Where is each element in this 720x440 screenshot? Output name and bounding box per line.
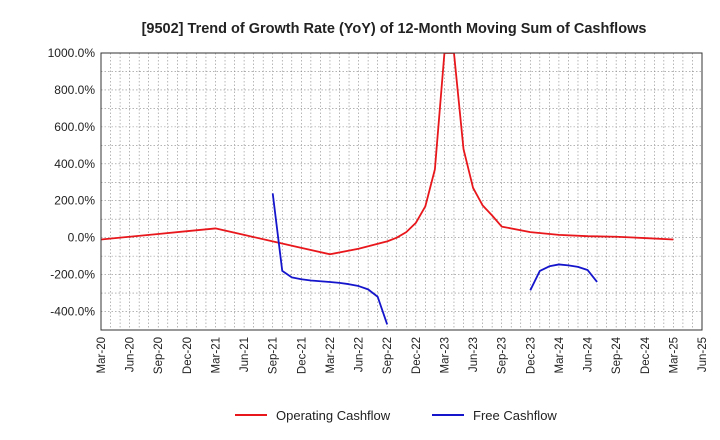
y-axis-ticks: 1000.0% 800.0% 600.0% 400.0% 200.0% 0.0% -200.… (48, 46, 96, 319)
x-tick-label: Dec-24 (640, 336, 652, 374)
y-tick-label: 400.0% (54, 157, 95, 171)
y-tick-label: 600.0% (54, 120, 95, 134)
x-tick-label: Mar-23 (439, 337, 451, 373)
y-tick-label: -400.0% (50, 305, 95, 319)
x-tick-label: Sep-20 (153, 337, 165, 374)
legend-label: Operating Cashflow (276, 408, 391, 423)
plot-area (101, 53, 674, 325)
x-tick-label: Jun-21 (239, 337, 251, 372)
x-tick-label: Sep-23 (497, 337, 509, 374)
y-tick-label: 0.0% (68, 231, 96, 245)
series-line-operating-cashflow (101, 53, 674, 256)
x-tick-label: Mar-20 (96, 337, 108, 373)
x-tick-label: Dec-20 (182, 337, 194, 374)
x-tick-label: Jun-25 (697, 337, 709, 372)
x-tick-label: Sep-22 (382, 337, 394, 374)
x-tick-label: Jun-22 (354, 337, 366, 372)
y-tick-label: -200.0% (50, 268, 95, 282)
series-line-free-cashflow (529, 263, 598, 291)
x-tick-label: Mar-25 (668, 337, 680, 373)
x-tick-label: Mar-22 (325, 337, 337, 373)
x-tick-label: Dec-23 (525, 337, 537, 374)
grid-lines (100, 52, 703, 331)
x-tick-label: Jun-24 (583, 336, 595, 372)
y-tick-label: 200.0% (54, 194, 95, 208)
chart-title: [9502] Trend of Growth Rate (YoY) of 12-… (142, 21, 647, 37)
x-tick-label: Sep-24 (611, 336, 623, 374)
y-tick-label: 1000.0% (48, 46, 96, 60)
x-tick-label: Mar-24 (554, 336, 566, 373)
x-axis-ticks: Mar-20 Jun-20 Sep-20 Dec-20 Mar-21 Jun-21 Sep-… (96, 336, 709, 374)
x-tick-label: Mar-21 (210, 337, 222, 373)
series-line-free-cashflow (271, 193, 389, 325)
plot-frame (100, 52, 703, 331)
legend: Operating Cashflow Free Cashflow (235, 408, 557, 423)
x-tick-label: Jun-23 (468, 337, 480, 372)
y-tick-label: 800.0% (54, 83, 95, 97)
x-tick-label: Jun-20 (125, 337, 137, 372)
x-tick-label: Dec-22 (411, 337, 423, 374)
x-tick-label: Dec-21 (296, 337, 308, 374)
legend-label: Free Cashflow (473, 408, 557, 423)
x-tick-label: Sep-21 (268, 337, 280, 374)
